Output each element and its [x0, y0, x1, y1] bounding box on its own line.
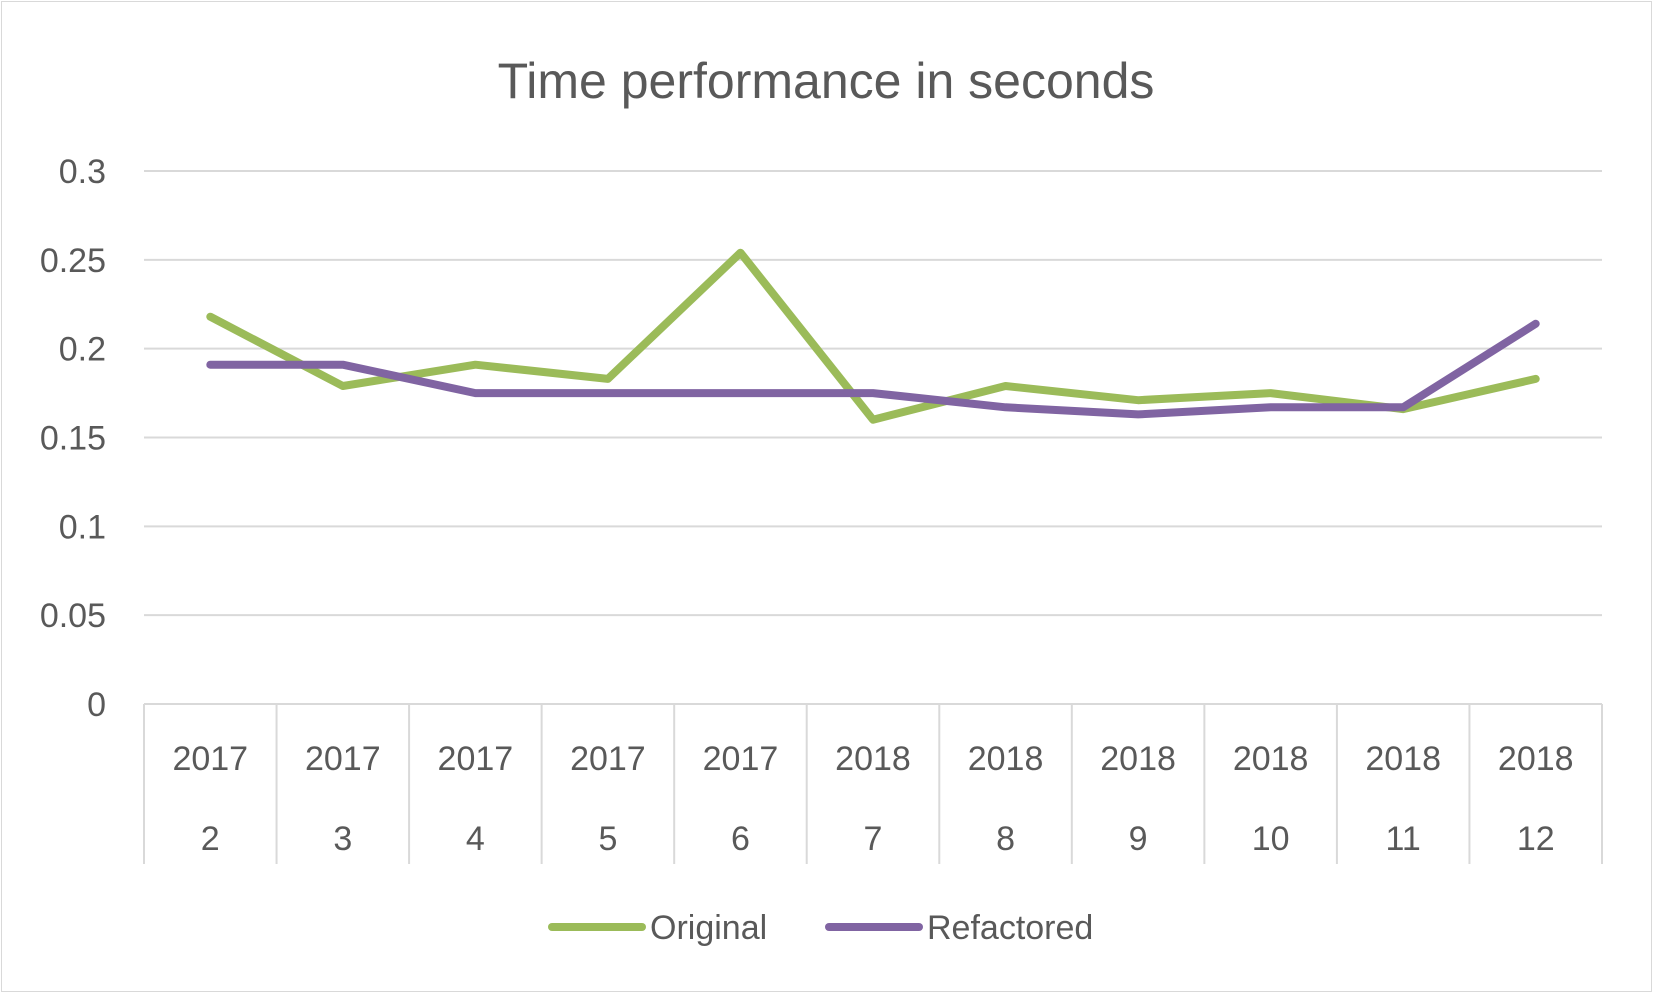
x-tick-label-year: 2017	[305, 740, 381, 778]
x-tick-label-month: 11	[1386, 820, 1421, 858]
x-tick-label-month: 9	[1129, 820, 1148, 858]
x-tick-label-year: 2017	[172, 740, 248, 778]
series-line-original	[206, 248, 1540, 424]
legend: Original Refactored	[548, 909, 1093, 947]
chart-title: Time performance in seconds	[498, 53, 1155, 109]
x-tick-label-month: 7	[864, 820, 883, 858]
x-tick-label-year: 2018	[1233, 740, 1309, 778]
x-tick-label-month: 2	[201, 820, 220, 858]
y-tick-label: 0.15	[40, 420, 106, 458]
x-tick-label-month: 3	[333, 820, 352, 858]
x-tick-label-year: 2018	[835, 740, 911, 778]
x-tick-label-month: 6	[731, 820, 750, 858]
x-axis: 2017 2 2017 3 2017 4 2017 5 2017 6 2018 7 2018 8 2018 9…	[143, 703, 1603, 864]
y-tick-label: 0.3	[59, 153, 106, 191]
series-line-refactored	[206, 319, 1540, 419]
x-tick-label-month: 10	[1252, 820, 1290, 858]
x-tick-label-year: 2018	[1498, 740, 1574, 778]
y-axis-ticks: 0 0.05 0.1 0.15 0.2 0.25 0.3	[40, 153, 106, 724]
x-tick-label-year: 2017	[703, 740, 779, 778]
x-tick-label-year: 2018	[968, 740, 1044, 778]
y-tick-label: 0.1	[59, 508, 106, 546]
gridlines	[144, 170, 1602, 617]
series-lines	[206, 248, 1540, 424]
x-tick-label-year: 2017	[438, 740, 514, 778]
y-tick-label: 0.2	[59, 331, 106, 369]
x-tick-label-year: 2018	[1365, 740, 1441, 778]
legend-label-refactored: Refactored	[927, 909, 1093, 947]
x-tick-label-year: 2017	[570, 740, 646, 778]
y-tick-label: 0	[87, 686, 106, 724]
y-tick-label: 0.25	[40, 242, 106, 280]
y-tick-label: 0.05	[40, 597, 106, 635]
legend-label-original: Original	[650, 909, 767, 947]
x-tick-label-month: 12	[1517, 820, 1555, 858]
x-tick-label-month: 8	[996, 820, 1015, 858]
x-tick-label-month: 4	[466, 820, 485, 858]
x-tick-label-month: 5	[598, 820, 617, 858]
x-tick-label-year: 2018	[1100, 740, 1176, 778]
